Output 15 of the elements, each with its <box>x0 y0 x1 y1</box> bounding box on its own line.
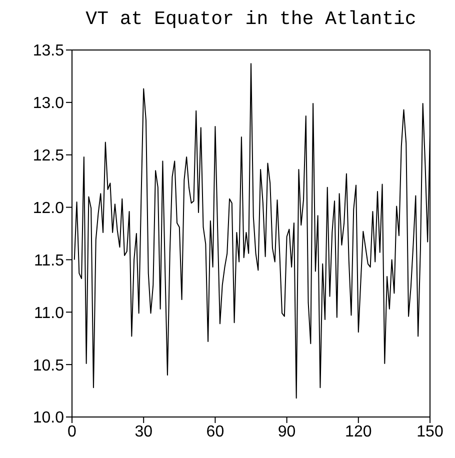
y-tick-label: 11.5 <box>34 252 64 270</box>
x-tick-label: 60 <box>206 423 224 440</box>
x-tick-label: 0 <box>68 423 77 440</box>
chart-title: VT at Equator in the Atlantic <box>84 8 418 30</box>
y-tick-label: 12.5 <box>32 148 64 165</box>
x-tick-label: 90 <box>278 423 296 440</box>
y-tick-label: 10.5 <box>32 357 64 374</box>
y-tick-label: 13.0 <box>32 95 64 112</box>
x-tick-label: 30 <box>134 423 153 440</box>
y-tick-label: 11.0 <box>34 304 64 322</box>
y-tick-label: 13.5 <box>32 42 64 60</box>
x-tick-label: 120 <box>345 423 372 440</box>
y-tick-label: 12.0 <box>32 200 64 217</box>
y-tick-label: 10.0 <box>32 410 64 427</box>
x-tick-label: 150 <box>416 423 444 440</box>
